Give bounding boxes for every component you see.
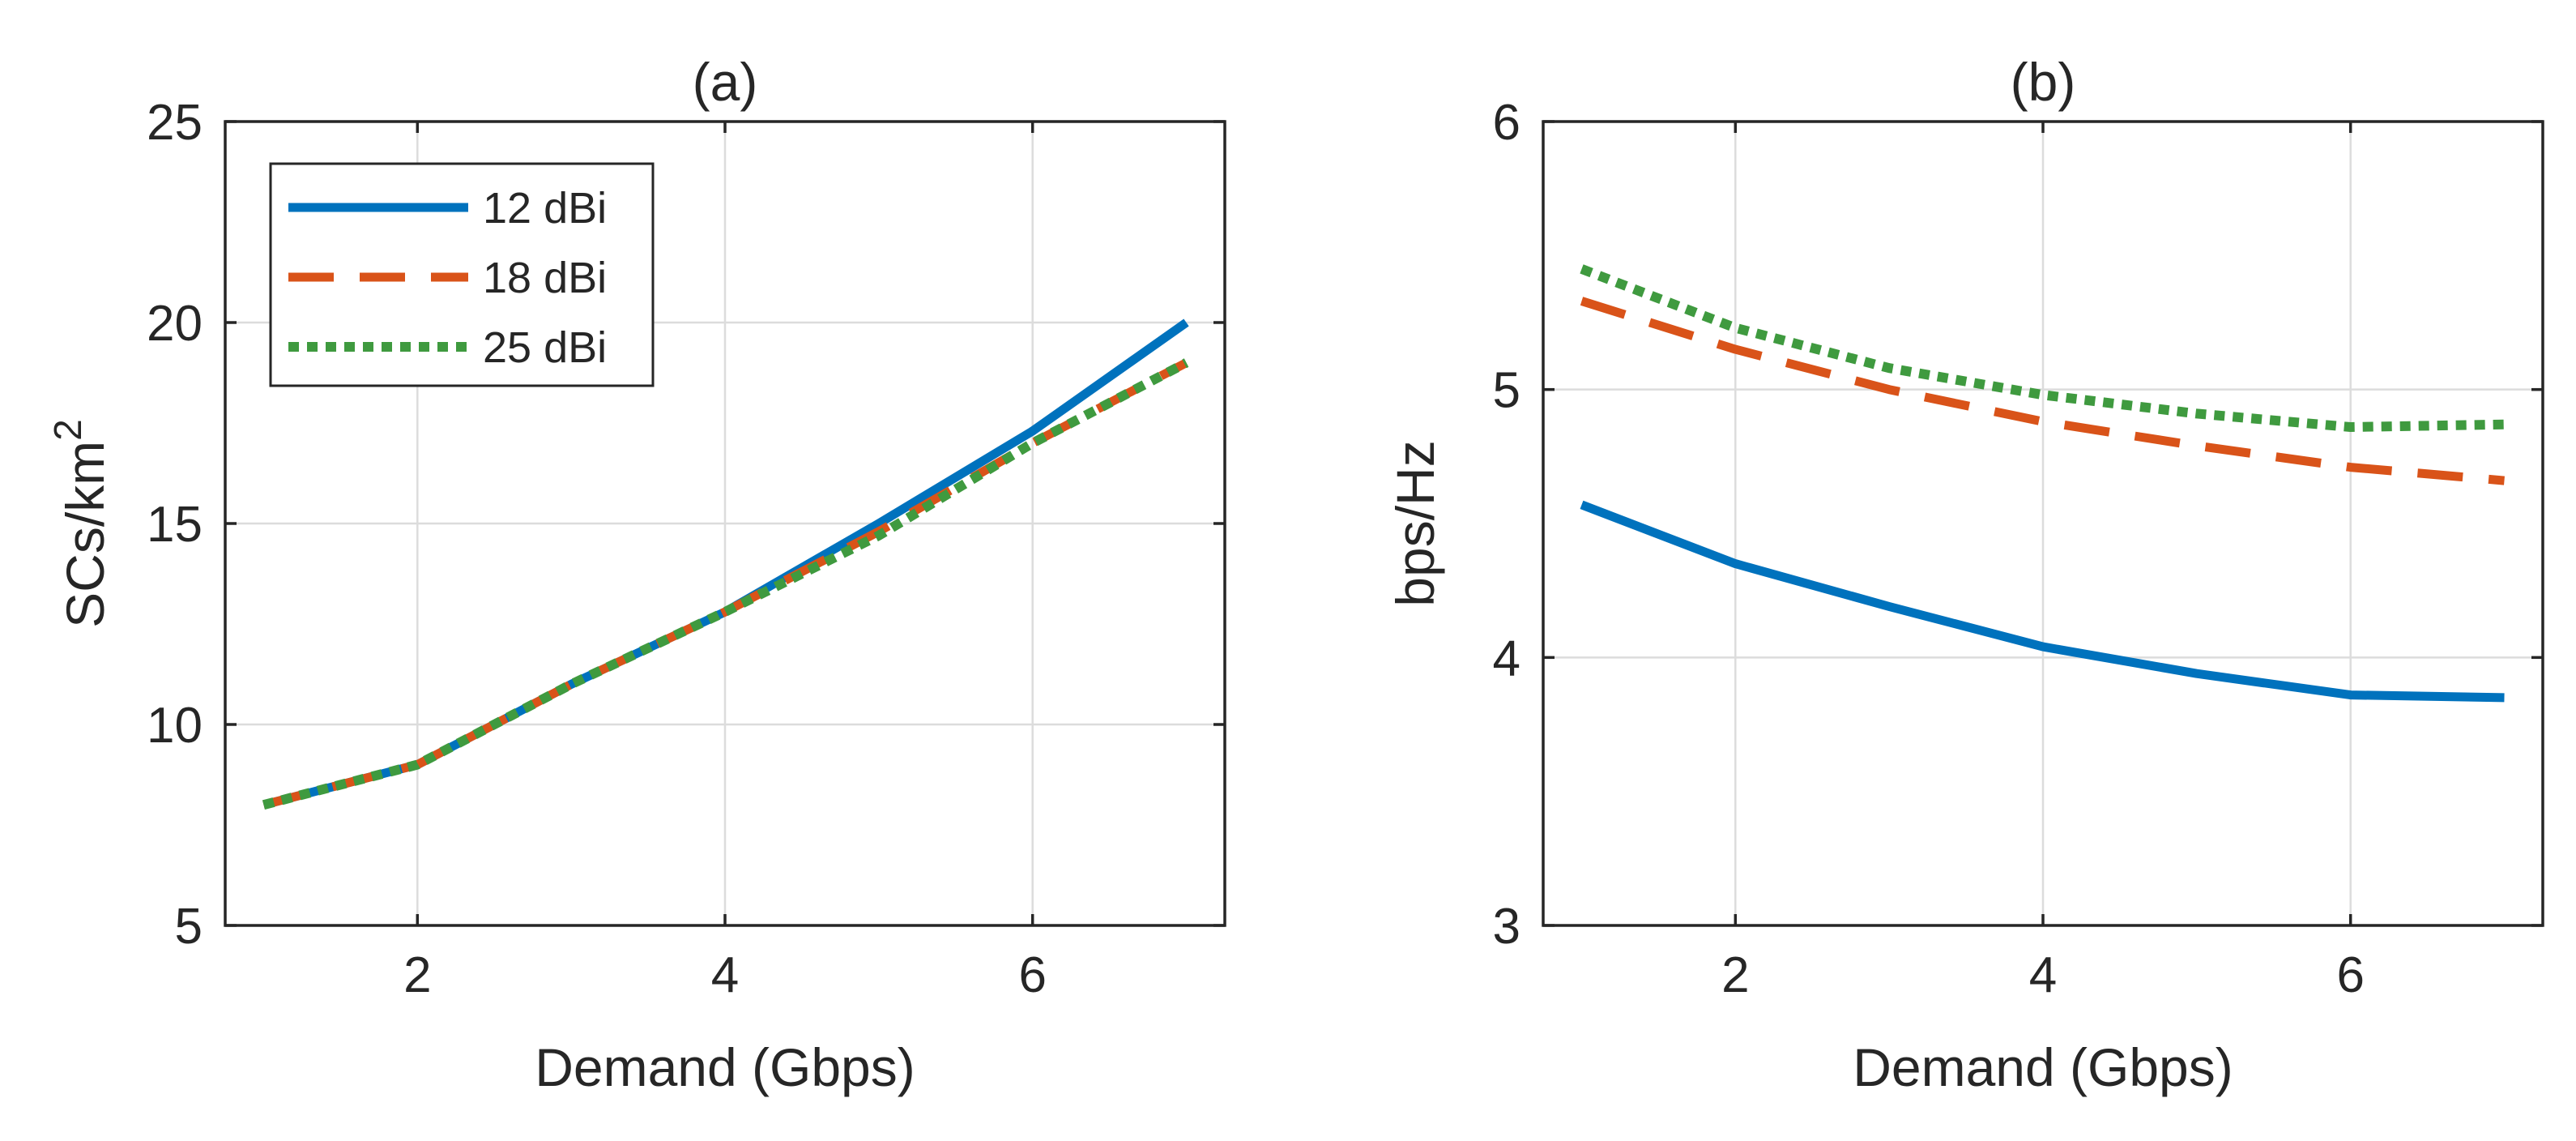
y-tick-label: 25 [147,95,203,151]
y-axis-label: SCs/km2 [47,419,115,628]
x-tick-label: 4 [711,947,739,1003]
series-line-25-dbi [1580,264,2505,432]
plot-title: (b) [2011,52,2076,112]
y-tick-label: 4 [1493,630,1520,686]
y-tick-label: 5 [175,899,203,955]
x-axis-label: Demand (Gbps) [1853,1037,2233,1097]
y-tick-label: 3 [1493,899,1520,955]
y-axis-label-text: bps/Hz [1385,440,1445,606]
x-tick-label: 4 [2029,947,2057,1003]
y-tick-label: 15 [147,497,203,553]
y-axis-label-superscript: 2 [47,419,90,441]
panel-b: 2 4 6 3 4 5 6 (b) Demand (Gbps) bps/Hz [1385,52,2544,1097]
series-line-18-dbi [1580,297,2505,485]
legend-label: 18 dBi [483,254,607,302]
y-tick-label: 20 [147,296,203,352]
series-line-12-dbi [1580,500,2505,703]
y-axis-label: bps/Hz [1385,440,1445,606]
plot-title: (a) [693,52,758,112]
y-tick-label: 10 [147,698,203,754]
legend-label: 12 dBi [483,184,607,233]
x-tick-label: 6 [2336,947,2364,1003]
legend-label: 25 dBi [483,323,607,372]
x-axis-label: Demand (Gbps) [535,1037,915,1097]
x-tick-label: 2 [1721,947,1749,1003]
y-tick-label: 6 [1493,95,1520,151]
y-axis-label-text: SCs/km [55,441,115,628]
y-tick-label: 5 [1493,363,1520,419]
x-tick-label: 6 [1018,947,1046,1003]
x-tick-label: 2 [403,947,431,1003]
series-line-25-dbi [262,358,1189,810]
legend: 12 dBi 18 dBi 25 dBi [269,162,655,387]
